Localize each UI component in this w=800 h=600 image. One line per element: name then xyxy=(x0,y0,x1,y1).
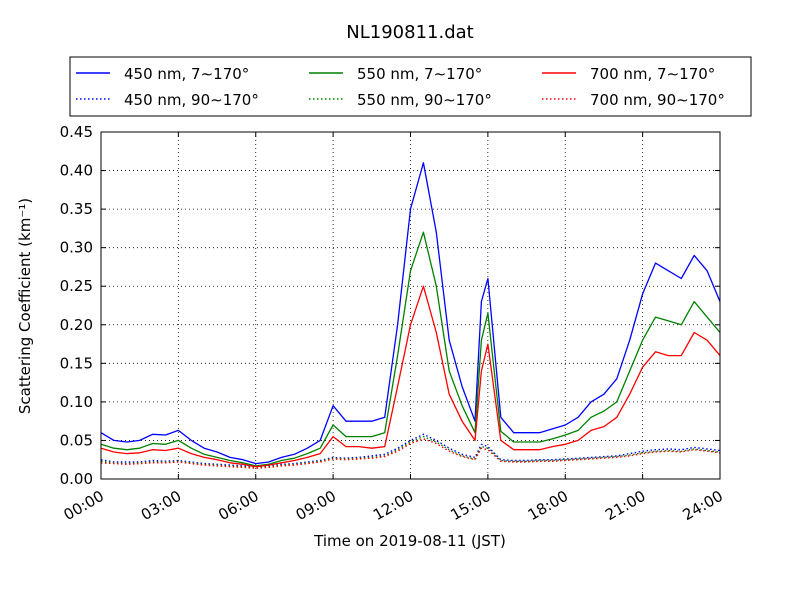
y-tick-label: 0.00 xyxy=(60,470,93,488)
series-layer xyxy=(100,162,721,469)
y-tick-label: 0.05 xyxy=(60,431,93,449)
series-line xyxy=(100,435,721,469)
y-tick-label: 0.35 xyxy=(60,200,93,218)
legend-label: 550 nm, 90∼170° xyxy=(357,91,492,109)
legend-label: 700 nm, 90∼170° xyxy=(590,91,725,109)
y-tick-label: 0.10 xyxy=(60,393,93,411)
legend-label: 550 nm, 7∼170° xyxy=(357,65,482,83)
y-tick-label: 0.45 xyxy=(60,123,93,141)
series-line xyxy=(100,162,721,465)
y-tick-label: 0.20 xyxy=(60,316,93,334)
y-tick-label: 0.40 xyxy=(60,162,93,180)
y-tick-label: 0.25 xyxy=(60,277,93,295)
y-tick-label: 0.15 xyxy=(60,354,93,372)
legend: 450 nm, 7∼170° 450 nm, 90∼170° 550 nm, 7∼1… xyxy=(69,56,752,117)
x-axis-title: Time on 2019-08-11 (JST) xyxy=(313,532,506,550)
legend-box xyxy=(69,56,752,117)
series-line xyxy=(100,285,721,468)
legend-label: 700 nm, 7∼170° xyxy=(590,65,715,83)
series-line xyxy=(100,231,721,467)
legend-label: 450 nm, 90∼170° xyxy=(124,91,259,109)
legend-label: 450 nm, 7∼170° xyxy=(124,65,249,83)
series-line xyxy=(100,438,721,469)
y-axis: 0.00 0.05 0.10 0.15 0.20 0.25 0.30 0.35 0.40 0.45 xyxy=(60,123,720,488)
y-axis-title: Scattering Coefficient (km⁻¹) xyxy=(16,198,34,414)
y-tick-label: 0.30 xyxy=(60,239,93,257)
chart-title: NL190811.dat xyxy=(346,22,473,43)
